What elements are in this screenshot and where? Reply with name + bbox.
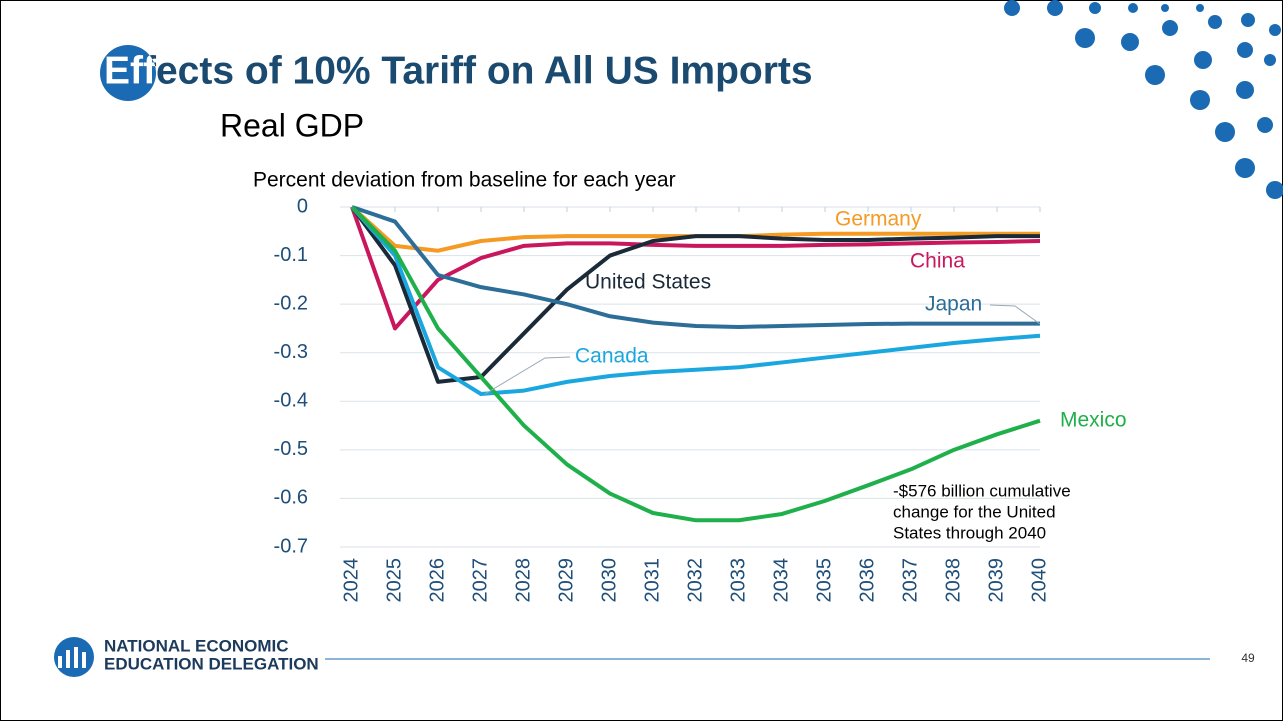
series-label: Canada <box>575 345 649 368</box>
x-tick-label: 2030 <box>598 558 620 603</box>
x-tick-label: 2032 <box>684 558 706 603</box>
annotation: States through 2040 <box>893 523 1046 542</box>
logo-text: EDUCATION DELEGATION <box>104 654 319 673</box>
x-tick-label: 2040 <box>1028 558 1050 603</box>
series-line <box>350 205 1041 523</box>
x-tick-label: 2031 <box>641 558 663 603</box>
series-line <box>350 205 1040 384</box>
label-leader <box>484 356 571 395</box>
series-label: Mexico <box>1060 409 1127 432</box>
x-tick-label: 2039 <box>985 558 1007 603</box>
annotation: change for the United <box>893 502 1056 521</box>
x-tick-label: 2028 <box>512 558 534 603</box>
logo <box>54 637 94 677</box>
slide-title-overlay: Effects of 10% Tariff on All US Imports <box>104 49 813 92</box>
x-tick-label: 2026 <box>426 558 448 603</box>
decor-dots <box>1004 0 1283 199</box>
annotation: -$576 billion cumulative <box>893 481 1071 500</box>
title-dot <box>100 45 156 101</box>
series-line <box>350 205 1041 396</box>
label-leader <box>989 304 1041 325</box>
x-tick-label: 2027 <box>469 558 491 603</box>
series-label: China <box>910 250 965 273</box>
y-tick-label: -0.4 <box>274 390 308 412</box>
x-tick-label: 2037 <box>899 558 921 603</box>
y-tick-label: -0.7 <box>274 535 308 557</box>
series-label: Germany <box>835 208 922 231</box>
page-number: 49 <box>1241 651 1255 665</box>
x-tick-label: 2036 <box>856 558 878 603</box>
x-tick-label: 2035 <box>813 558 835 603</box>
slide-title: Effects of 10% Tariff on All US Imports <box>104 49 813 92</box>
plot: 0 -0.1 -0.2 -0.3 -0.4 -0.5 -0.6 -0.7 2024 2025 202… <box>274 195 1127 602</box>
series-label: Japan <box>925 293 982 316</box>
x-tick-label: 2034 <box>770 558 792 603</box>
series-line <box>351 205 1040 329</box>
y-tick-label: -0.5 <box>274 438 308 460</box>
series-label: United States <box>585 271 711 294</box>
logo-text: NATIONAL ECONOMIC <box>104 636 288 655</box>
x-tick-label: 2024 <box>340 558 362 603</box>
y-axis-label: Percent deviation from baseline for each… <box>253 169 676 192</box>
x-tick-label: 2025 <box>383 558 405 603</box>
y-tick-label: -0.1 <box>274 244 308 266</box>
x-tick-label: 2029 <box>555 558 577 603</box>
series-line <box>350 206 1041 331</box>
x-tick-label: 2033 <box>727 558 749 603</box>
subtitle: Real GDP <box>220 107 364 143</box>
x-tick-label: 2038 <box>942 558 964 603</box>
y-tick-label: -0.2 <box>274 292 308 314</box>
y-tick-label: 0 <box>297 195 308 217</box>
y-tick-label: -0.3 <box>274 341 308 363</box>
y-tick-label: -0.6 <box>274 487 308 509</box>
